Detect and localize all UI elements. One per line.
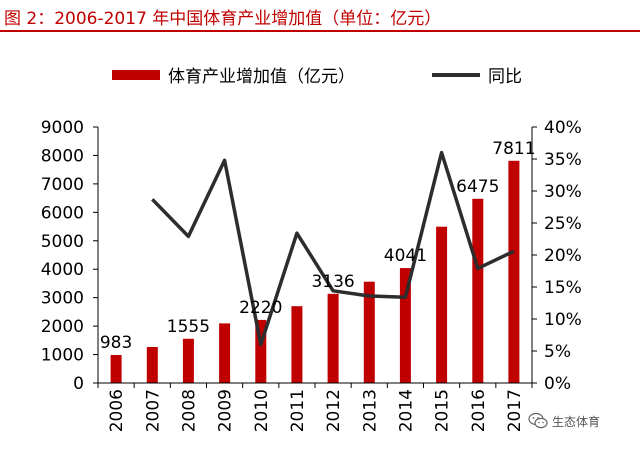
x-tick-label-2016: 2016 <box>469 389 489 432</box>
x-tick-label-2013: 2013 <box>360 389 380 432</box>
legend-swatch-bar <box>112 70 160 80</box>
y-right-tick-label: 25% <box>544 214 582 234</box>
x-tick-label-2008: 2008 <box>179 389 199 432</box>
y-left-tick-label: 8000 <box>41 146 84 166</box>
bar-2007 <box>146 347 158 383</box>
x-tick-label-2010: 2010 <box>252 389 272 432</box>
y-left-tick-label: 1000 <box>41 346 84 366</box>
y-left-tick-label: 4000 <box>41 260 84 280</box>
y-left-tick-label: 6000 <box>41 203 84 223</box>
bar-2010 <box>255 319 267 383</box>
yoy-line <box>151 150 515 347</box>
bar-2014 <box>399 268 411 383</box>
bar-2012 <box>327 293 339 383</box>
y-right-tick-label: 35% <box>544 150 582 170</box>
x-tick-label-2009: 2009 <box>216 389 236 432</box>
y-right-tick-label: 5% <box>544 342 571 362</box>
bar-2016 <box>472 198 484 383</box>
title-divider <box>0 30 640 32</box>
data-label-2017: 7811 <box>492 139 535 159</box>
y-left-tick-label: 9000 <box>41 118 84 138</box>
data-label-2014: 4041 <box>384 246 427 266</box>
bar-2013 <box>363 281 375 383</box>
x-tick-label-2017: 2017 <box>505 389 525 432</box>
x-tick-label-2011: 2011 <box>288 389 308 432</box>
x-tick-label-2012: 2012 <box>324 389 344 432</box>
data-label-2008: 1555 <box>167 317 210 337</box>
x-tick-label-2007: 2007 <box>143 389 163 432</box>
y-left-tick-label: 2000 <box>41 317 84 337</box>
data-label-2006: 983 <box>100 333 132 353</box>
x-tick-label-2015: 2015 <box>433 389 453 432</box>
y-left-tick-label: 0 <box>73 374 84 394</box>
bar-2011 <box>291 306 303 383</box>
y-right-tick-label: 0% <box>544 374 571 394</box>
figure-title: 图 2：2006-2017 年中国体育产业增加值（单位：亿元） <box>4 9 442 29</box>
bar-2015 <box>436 226 448 383</box>
data-label-2016: 6475 <box>456 177 499 197</box>
bar-2017 <box>508 160 520 383</box>
x-tick-label-2014: 2014 <box>396 389 416 432</box>
y-right-tick-label: 30% <box>544 182 582 202</box>
y-left-tick-label: 3000 <box>41 289 84 309</box>
bar-2008 <box>182 338 194 383</box>
y-right-tick-label: 20% <box>544 246 582 266</box>
legend-label-line: 同比 <box>488 67 522 87</box>
bar-2009 <box>219 323 231 383</box>
y-right-tick-label: 40% <box>544 118 582 138</box>
wechat-icon <box>528 412 548 429</box>
bar-2006 <box>110 355 122 383</box>
legend-label-bar: 体育产业增加值（亿元） <box>168 67 355 87</box>
y-left-tick-label: 7000 <box>41 175 84 195</box>
y-right-tick-label: 15% <box>544 278 582 298</box>
data-label-2012: 3136 <box>311 272 354 292</box>
watermark: 生态体育 <box>528 412 600 430</box>
y-left-tick-label: 5000 <box>41 232 84 252</box>
y-right-tick-label: 10% <box>544 310 582 330</box>
data-label-2010: 2220 <box>239 298 282 318</box>
watermark-text: 生态体育 <box>552 414 601 429</box>
x-tick-label-2006: 2006 <box>107 389 127 432</box>
